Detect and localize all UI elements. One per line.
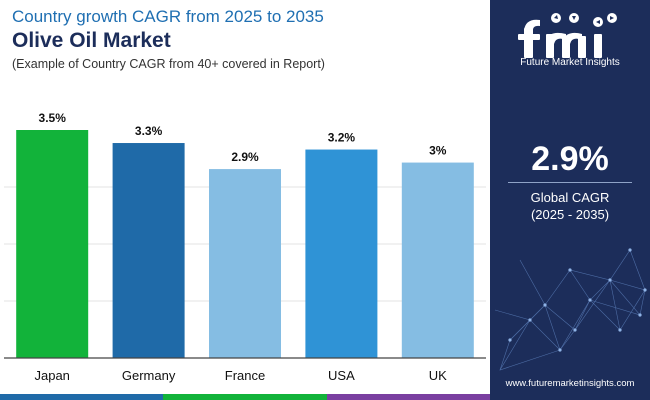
x-tick-france: France (225, 368, 265, 383)
summary-panel: Future Market Insights 2.9% Global CAGR … (490, 0, 650, 400)
x-tick-uk: UK (429, 368, 447, 383)
bar-chart-svg: 3.5% Japan 3.3% Germany 2.9% France 3.2% USA 3% U… (4, 111, 486, 383)
bar-uk (401, 162, 474, 358)
chart-title: Olive Oil Market (12, 29, 171, 52)
brand-name: Future Market Insights (520, 57, 620, 68)
global-cagr-range: (2025 - 2035) (530, 207, 610, 222)
fmi-logo-icon (518, 13, 617, 58)
data-label-usa: 3.2% (328, 131, 356, 145)
bar-france (209, 169, 281, 358)
chart-header: Country growth CAGR from 2025 to 2035 Ol… (0, 0, 490, 84)
footer-segment (326, 394, 490, 400)
global-cagr-label: Global CAGR (530, 190, 610, 205)
bar-japan (16, 130, 89, 358)
chart-supertitle: Country growth CAGR from 2025 to 2035 (12, 7, 324, 26)
network-decoration-icon (494, 248, 647, 371)
website-link[interactable]: www.futuremarketinsights.com (505, 378, 635, 389)
footer-color-bar (0, 394, 490, 400)
data-label-france: 2.9% (231, 150, 259, 164)
x-tick-germany: Germany (122, 368, 176, 383)
global-cagr-value: 2.9% (531, 140, 609, 178)
bar-germany (112, 143, 185, 358)
footer-segment (163, 394, 327, 400)
data-label-uk: 3% (429, 144, 447, 158)
x-tick-japan: Japan (34, 368, 69, 383)
x-tick-usa: USA (328, 368, 355, 383)
footer-segment (0, 394, 164, 400)
bar-usa (305, 149, 378, 358)
chart-subtitle: (Example of Country CAGR from 40+ covere… (12, 57, 325, 71)
data-label-japan: 3.5% (39, 111, 67, 125)
data-label-germany: 3.3% (135, 124, 163, 138)
bar-chart: 3.5% Japan 3.3% Germany 2.9% France 3.2% USA 3% U… (0, 88, 490, 388)
divider (508, 182, 632, 183)
